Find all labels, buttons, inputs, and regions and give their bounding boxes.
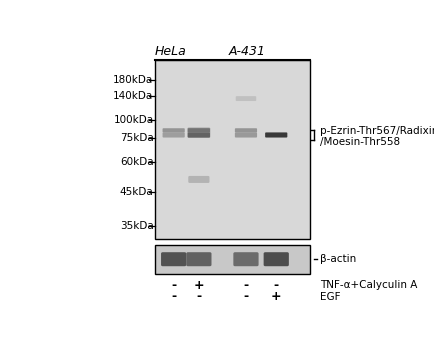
FancyBboxPatch shape [161,252,186,266]
Text: -: - [243,290,249,303]
FancyBboxPatch shape [265,132,287,138]
Text: 45kDa: 45kDa [120,187,154,197]
Text: TNF-α+Calyculin A: TNF-α+Calyculin A [320,280,418,290]
Text: 35kDa: 35kDa [120,221,154,231]
FancyBboxPatch shape [187,127,210,138]
Text: -: - [196,290,201,303]
FancyBboxPatch shape [235,132,257,138]
FancyBboxPatch shape [155,245,310,274]
Text: EGF: EGF [320,292,340,302]
Text: 100kDa: 100kDa [113,115,154,125]
Text: p-Ezrin-Thr567/Radixin-Thr564
/Moesin-Thr558: p-Ezrin-Thr567/Radixin-Thr564 /Moesin-Th… [320,126,434,147]
Text: β-actin: β-actin [320,254,356,264]
Text: -: - [171,279,176,292]
FancyBboxPatch shape [163,128,185,133]
Text: 140kDa: 140kDa [113,91,154,102]
Text: +: + [271,290,282,303]
FancyBboxPatch shape [186,252,211,266]
Text: -: - [171,290,176,303]
Text: 75kDa: 75kDa [120,133,154,143]
FancyBboxPatch shape [235,128,257,133]
FancyBboxPatch shape [263,252,289,266]
FancyBboxPatch shape [163,132,185,138]
Text: -: - [243,279,249,292]
FancyBboxPatch shape [233,252,259,266]
FancyBboxPatch shape [155,60,310,239]
FancyBboxPatch shape [188,176,210,183]
Text: HeLa: HeLa [155,45,186,58]
FancyBboxPatch shape [236,96,256,101]
FancyBboxPatch shape [188,128,210,133]
FancyBboxPatch shape [188,132,210,138]
Text: 60kDa: 60kDa [120,158,154,167]
Text: A-431: A-431 [229,45,266,58]
Text: -: - [274,279,279,292]
Text: +: + [194,279,204,292]
Text: 180kDa: 180kDa [113,75,154,85]
